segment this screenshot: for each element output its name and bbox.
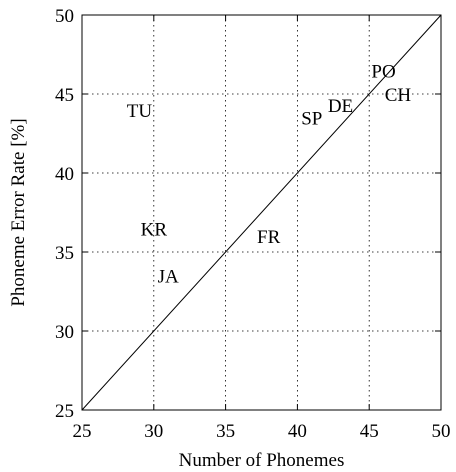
point-label-de: DE	[328, 96, 353, 117]
y-tick-label: 30	[55, 322, 74, 343]
point-label-fr: FR	[257, 227, 281, 248]
y-tick-label: 35	[55, 243, 74, 264]
point-label-kr: KR	[141, 219, 168, 240]
x-tick-label: 40	[288, 421, 307, 442]
y-tick-label: 40	[55, 164, 74, 185]
point-label-sp: SP	[301, 109, 322, 130]
grid	[82, 15, 441, 410]
point-labels: TU KR JA FR SP DE PO CH	[127, 61, 412, 287]
x-tick-label: 45	[360, 421, 379, 442]
point-label-po: PO	[371, 61, 395, 82]
x-tick-label: 25	[73, 421, 92, 442]
point-label-ch: CH	[385, 85, 412, 106]
y-tick-label: 25	[55, 401, 74, 422]
reference-line	[81, 14, 442, 411]
plot-frame	[81, 14, 442, 411]
y-tick-label: 50	[55, 6, 74, 27]
x-tick-label: 30	[144, 421, 163, 442]
ticks: 25 30 35 40 45 50 25 30 35 40 45 50	[55, 6, 451, 442]
x-axis-label: Number of Phonemes	[179, 450, 345, 471]
point-label-tu: TU	[127, 101, 153, 122]
point-label-ja: JA	[158, 267, 179, 288]
y-axis-label: Phoneme Error Rate [%]	[8, 118, 29, 306]
x-tick-label: 50	[432, 421, 451, 442]
y-tick-label: 45	[55, 85, 74, 106]
x-tick-label: 35	[216, 421, 235, 442]
